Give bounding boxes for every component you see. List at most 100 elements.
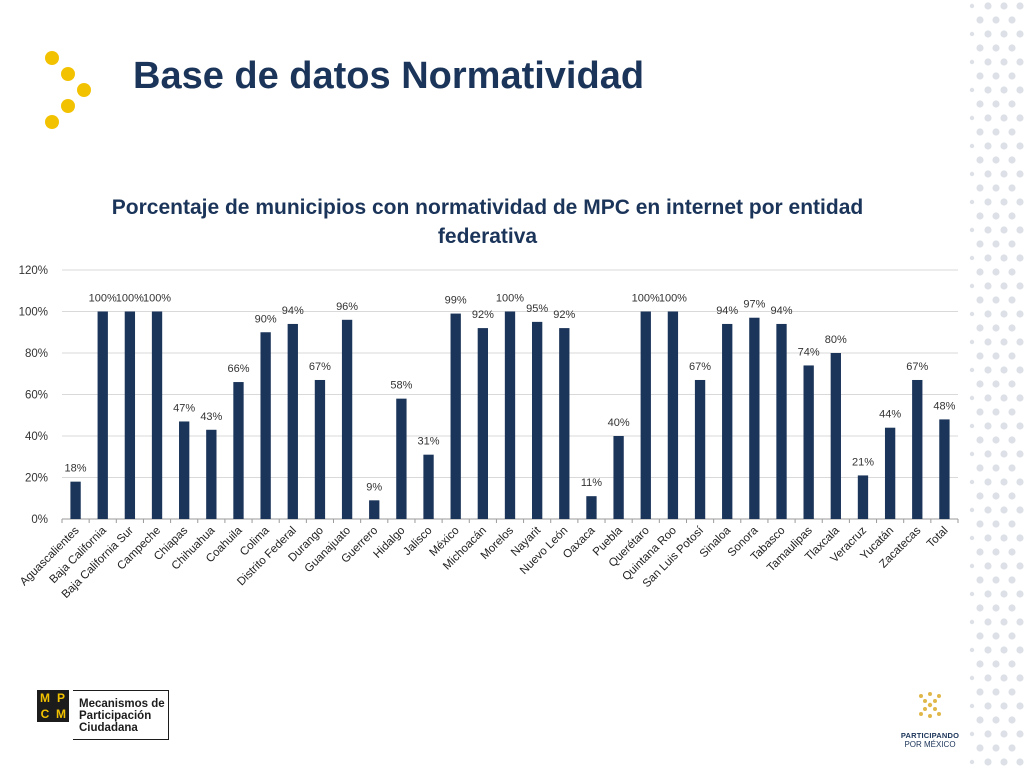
pattern-dot: [992, 296, 1000, 304]
pattern-dot: [992, 716, 1000, 724]
pattern-dot: [1008, 72, 1016, 80]
pattern-dot: [1016, 674, 1024, 682]
pattern-dot: [984, 338, 992, 346]
pattern-dot: [992, 520, 1000, 528]
pattern-dot: [1008, 100, 1016, 108]
pattern-dot: [1008, 576, 1016, 584]
pattern-dot: [969, 731, 975, 737]
pattern-dot: [1016, 562, 1024, 570]
pattern-dot: [1000, 422, 1008, 430]
y-tick-label: 100%: [19, 307, 48, 319]
pattern-dot: [1016, 310, 1024, 318]
mpcm-line: Participación: [79, 710, 152, 722]
bar: [667, 311, 679, 519]
bar: [423, 454, 434, 519]
pattern-dot: [976, 380, 984, 388]
bar: [559, 328, 570, 519]
pattern-dot: [1016, 478, 1024, 486]
pattern-dot: [1000, 58, 1008, 66]
data-label: 90%: [255, 313, 277, 325]
pattern-dot: [969, 311, 975, 317]
y-tick-label: 80%: [25, 348, 48, 360]
data-label: 67%: [309, 361, 331, 373]
pattern-dot: [1008, 520, 1016, 528]
pattern-dot: [992, 408, 1000, 416]
data-label: 100%: [496, 293, 524, 305]
pattern-dot: [1000, 254, 1008, 262]
pattern-dot: [969, 339, 975, 345]
pattern-dot: [976, 100, 984, 108]
pattern-dot: [1008, 744, 1016, 752]
data-label: 100%: [632, 293, 660, 305]
pattern-dot: [1000, 394, 1008, 402]
pattern-dot: [976, 716, 984, 724]
pattern-dot: [1000, 282, 1008, 290]
pattern-dot: [984, 86, 992, 94]
pattern-dot: [1008, 16, 1016, 24]
x-tick-label: Sinaloa: [698, 524, 734, 560]
data-label: 99%: [445, 295, 467, 307]
pattern-dot: [1016, 702, 1024, 710]
data-label: 80%: [825, 334, 847, 346]
bar: [884, 427, 896, 519]
pattern-dot: [984, 282, 992, 290]
pattern-dot: [1008, 408, 1016, 416]
pattern-dot: [1008, 268, 1016, 276]
pattern-dot: [1016, 730, 1024, 738]
bar: [124, 311, 136, 519]
pattern-dot: [992, 128, 1000, 136]
pattern-dot: [976, 520, 984, 528]
pattern-dot: [976, 44, 984, 52]
bar: [151, 311, 163, 519]
bar: [640, 311, 651, 519]
pattern-dot: [992, 324, 1000, 332]
pattern-dot: [976, 324, 984, 332]
pattern-dot: [1000, 366, 1008, 374]
data-label: 9%: [366, 481, 382, 493]
pattern-dot: [976, 436, 984, 444]
pattern-dot: [969, 367, 975, 373]
pattern-dot: [976, 212, 984, 220]
bar: [613, 436, 624, 519]
bar: [803, 365, 814, 519]
pattern-dot: [969, 507, 975, 513]
mpcm-letter: C: [40, 707, 50, 721]
pattern-dot: [969, 759, 975, 765]
pattern-dot: [1016, 254, 1024, 262]
pattern-dot: [1008, 240, 1016, 248]
pattern-dot: [969, 451, 975, 457]
pattern-dot: [992, 548, 1000, 556]
data-label: 44%: [879, 409, 901, 421]
mpcm-letter: M: [56, 707, 66, 721]
pattern-dot: [1000, 618, 1008, 626]
data-label: 74%: [798, 346, 820, 358]
pattern-dot: [1000, 562, 1008, 570]
pattern-dot: [969, 563, 975, 569]
pattern-dot: [1016, 226, 1024, 234]
data-label: 40%: [608, 417, 630, 429]
pattern-dot: [1000, 170, 1008, 178]
pattern-dot: [1008, 380, 1016, 388]
pattern-dot: [969, 591, 975, 597]
data-label: 18%: [65, 463, 87, 475]
pattern-dot: [976, 548, 984, 556]
bar: [586, 496, 597, 519]
pattern-dot: [984, 198, 992, 206]
participando-line2: POR MÉXICO: [904, 740, 956, 749]
bar: [206, 429, 217, 519]
chart-title: Porcentaje de municipios con normativida…: [111, 196, 864, 248]
pattern-dot: [1008, 44, 1016, 52]
pattern-dot: [1016, 618, 1024, 626]
pattern-dot: [969, 87, 975, 93]
pattern-dot: [1000, 758, 1008, 766]
pattern-dot: [969, 283, 975, 289]
pattern-dot: [976, 16, 984, 24]
pattern-dot: [1008, 184, 1016, 192]
pattern-dot: [992, 100, 1000, 108]
pattern-dot: [992, 632, 1000, 640]
pattern-dot: [969, 703, 975, 709]
pattern-dot: [1016, 30, 1024, 38]
y-tick-label: 0%: [31, 514, 48, 526]
bar: [396, 398, 407, 519]
mpcm-line: Mecanismos de: [79, 698, 165, 710]
